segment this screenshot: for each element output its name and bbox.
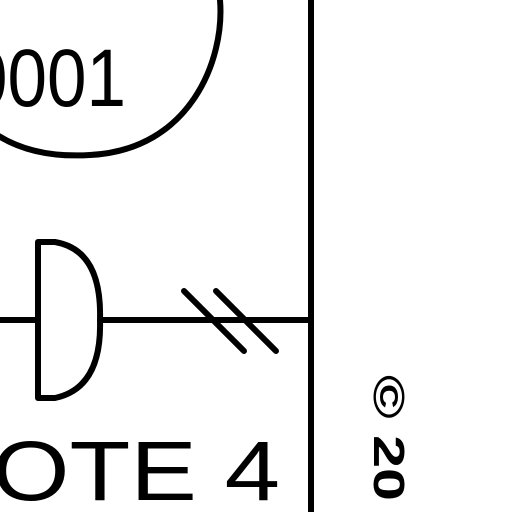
balloon-label: 0001 bbox=[0, 33, 126, 124]
break-marks-symbol bbox=[181, 288, 279, 354]
break-mark-1 bbox=[181, 288, 247, 354]
copyright-text: © 20 bbox=[364, 375, 413, 501]
break-mark-2 bbox=[213, 288, 279, 354]
note-label: OTE 4 bbox=[0, 424, 280, 512]
reference-balloon bbox=[0, 0, 224, 159]
